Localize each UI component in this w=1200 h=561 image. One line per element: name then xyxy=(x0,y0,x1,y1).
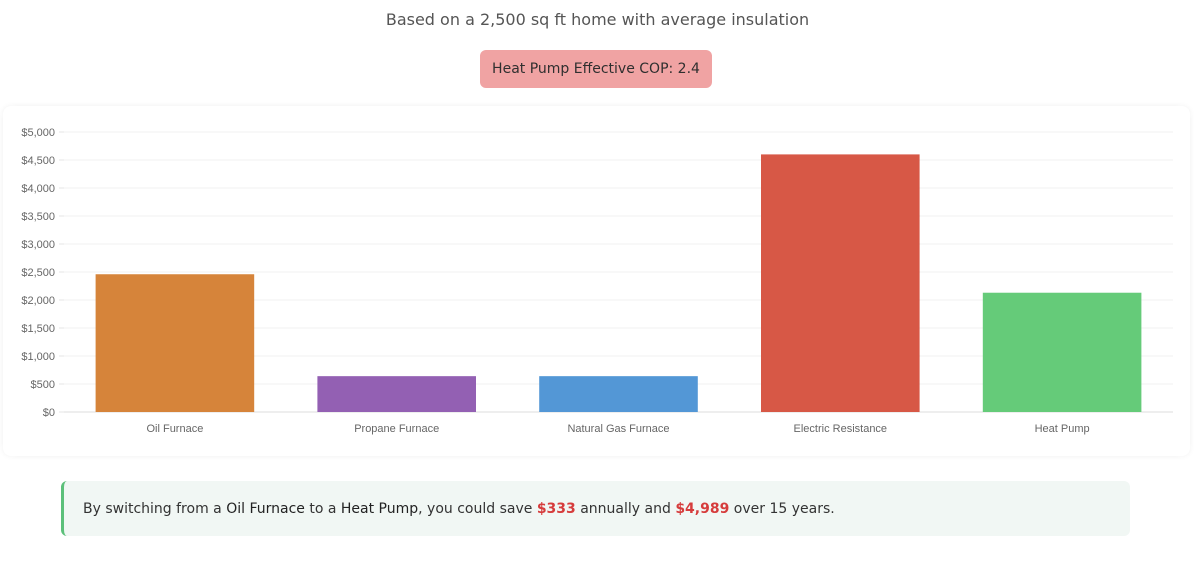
y-tick-label: $3,000 xyxy=(21,239,55,251)
savings-mid-2: , you could save xyxy=(418,500,537,517)
total-savings: $4,989 xyxy=(675,500,730,517)
x-tick-label: Natural Gas Furnace xyxy=(567,423,669,435)
savings-suffix: over 15 years. xyxy=(729,500,835,517)
y-tick-label: $0 xyxy=(43,407,55,419)
bar-oil-furnace[interactable] xyxy=(95,274,255,412)
x-tick-label: Propane Furnace xyxy=(354,423,439,435)
y-tick-label: $4,000 xyxy=(21,183,55,195)
savings-prefix: By switching from a xyxy=(83,500,227,517)
chart-card: $0 $500 $1,000 $1,500 $2,000 $2,500 $3,000 $3,5… xyxy=(3,106,1190,456)
bar-chart: $0 $500 $1,000 $1,500 $2,000 $2,500 $3,000 $3,5… xyxy=(21,127,1173,435)
savings-summary: By switching from a Oil Furnace to a Hea… xyxy=(61,481,1130,536)
cop-badge: Heat Pump Effective COP: 2.4 xyxy=(480,50,712,88)
savings-mid-1: to a xyxy=(304,500,341,517)
y-tick-label: $3,500 xyxy=(21,211,55,223)
y-tick-label: $500 xyxy=(31,379,55,391)
bar-electric-resistance[interactable] xyxy=(761,154,920,412)
savings-mid-3: annually and xyxy=(575,500,676,517)
bar-natural-gas-furnace[interactable] xyxy=(539,376,698,412)
annual-savings: $333 xyxy=(536,500,576,517)
y-tick-label: $4,500 xyxy=(21,155,55,167)
y-tick-label: $1,500 xyxy=(21,323,55,335)
y-tick-label: $1,000 xyxy=(21,351,55,363)
x-tick-label: Heat Pump xyxy=(1035,423,1090,435)
chart-subtitle: Based on a 2,500 sq ft home with average… xyxy=(385,10,810,29)
y-tick-label: $5,000 xyxy=(21,127,55,139)
bar-propane-furnace[interactable] xyxy=(317,376,476,412)
savings-from-system: Oil Furnace xyxy=(226,500,305,517)
y-tick-label: $2,500 xyxy=(21,267,55,279)
x-tick-label: Oil Furnace xyxy=(146,423,203,435)
savings-to-system: Heat Pump xyxy=(340,500,419,517)
x-tick-label: Electric Resistance xyxy=(794,423,888,435)
y-tick-label: $2,000 xyxy=(21,295,55,307)
bar-heat-pump[interactable] xyxy=(982,292,1142,412)
